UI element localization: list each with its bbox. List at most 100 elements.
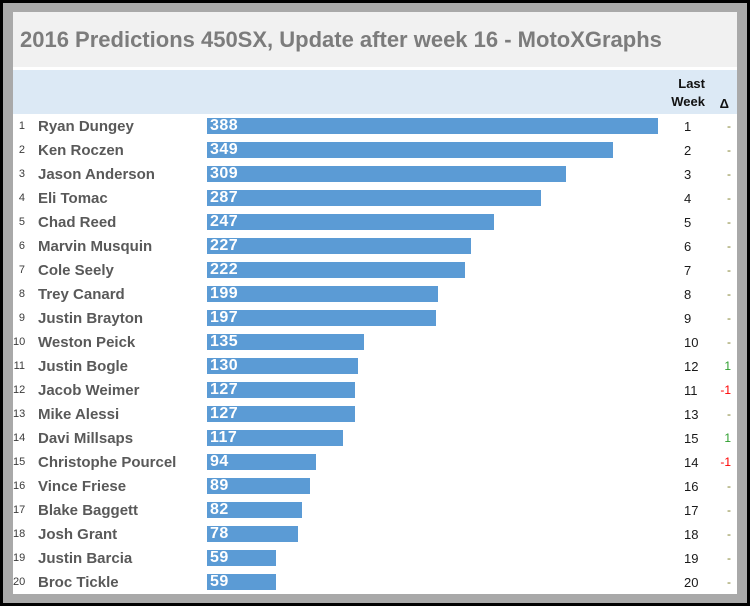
score-value: 127	[210, 381, 239, 398]
last-week-value: 13	[684, 406, 699, 422]
score-value: 222	[210, 261, 239, 278]
last-week-header-line2: Week	[671, 94, 705, 109]
last-week-value: 11	[684, 382, 698, 398]
score-bar[interactable]: 127	[207, 406, 355, 422]
last-week-value: 17	[684, 502, 699, 518]
delta-value: 1	[724, 431, 731, 445]
last-week-value: 8	[684, 286, 692, 302]
rank-label: 2	[18, 144, 25, 156]
chart-title: 2016 Predictions 450SX, Update after wee…	[20, 26, 662, 52]
chart-frame: 2016 Predictions 450SX, Update after wee…	[3, 3, 747, 603]
table-row: 2 Ken Roczen 349 2 -	[13, 138, 737, 162]
score-bar[interactable]: 247	[207, 214, 494, 230]
last-week-value: 6	[684, 238, 692, 254]
score-value: 78	[210, 525, 229, 542]
rank-label: 16	[13, 480, 26, 492]
score-value: 127	[210, 405, 239, 422]
score-value: 197	[210, 309, 239, 326]
table-row: 4 Eli Tomac 287 4 -	[13, 186, 737, 210]
delta-value: -	[727, 119, 731, 133]
last-week-value: 12	[684, 358, 699, 374]
delta-value: -1	[720, 455, 731, 469]
score-value: 130	[210, 357, 239, 374]
delta-value: -	[727, 167, 731, 181]
rider-rows-container: 1 Ryan Dungey 388 1 - 2 Ken Roczen 349 2…	[13, 114, 737, 594]
bar-track: 309	[207, 166, 659, 182]
score-bar[interactable]: 388	[207, 118, 658, 134]
bar-track: 222	[207, 262, 659, 278]
score-bar[interactable]: 309	[207, 166, 566, 182]
rank-label: 18	[13, 528, 26, 540]
table-row: 19 Justin Barcia 59 19 -	[13, 546, 737, 570]
rank-label: 7	[18, 264, 25, 276]
rank-label: 14	[13, 432, 26, 444]
rank-label: 19	[13, 552, 26, 564]
delta-value: -	[727, 503, 731, 517]
bar-track: 130	[207, 358, 659, 374]
score-bar[interactable]: 222	[207, 262, 465, 278]
delta-value: -	[727, 239, 731, 253]
score-bar[interactable]: 89	[207, 478, 310, 494]
score-value: 227	[210, 237, 239, 254]
last-week-value: 3	[684, 166, 692, 182]
score-bar[interactable]: 94	[207, 454, 316, 470]
score-bar[interactable]: 59	[207, 550, 276, 566]
bar-track: 127	[207, 382, 659, 398]
score-value: 349	[210, 141, 239, 158]
score-bar[interactable]: 135	[207, 334, 364, 350]
bar-track: 227	[207, 238, 659, 254]
delta-value: -1	[720, 383, 731, 397]
score-bar[interactable]: 127	[207, 382, 355, 398]
rider-name: Blake Baggett	[38, 501, 139, 519]
score-bar[interactable]: 197	[207, 310, 436, 326]
rank-label: 11	[13, 360, 25, 372]
last-week-value: 9	[684, 310, 692, 326]
score-value: 309	[210, 165, 239, 182]
table-row: 8 Trey Canard 199 8 -	[13, 282, 737, 306]
chart-area: 2016 Predictions 450SX, Update after wee…	[13, 12, 737, 594]
score-bar[interactable]: 59	[207, 574, 276, 590]
rank-label: 8	[18, 288, 25, 300]
rider-name: Justin Barcia	[38, 549, 133, 567]
rank-label: 5	[18, 216, 25, 228]
rank-label: 12	[13, 384, 26, 396]
delta-column-header: Δ	[719, 96, 729, 111]
rider-name: Vince Friese	[38, 477, 127, 495]
score-bar[interactable]: 82	[207, 502, 302, 518]
score-bar[interactable]: 117	[207, 430, 343, 446]
last-week-header-line1: Last	[678, 76, 705, 91]
score-bar[interactable]: 287	[207, 190, 541, 206]
rank-label: 15	[13, 456, 26, 468]
last-week-value: 20	[684, 574, 699, 590]
score-bar[interactable]: 78	[207, 526, 298, 542]
table-row: 7 Cole Seely 222 7 -	[13, 258, 737, 282]
table-row: 9 Justin Brayton 197 9 -	[13, 306, 737, 330]
bar-track: 135	[207, 334, 659, 350]
score-bar[interactable]: 199	[207, 286, 438, 302]
bar-track: 82	[207, 502, 659, 518]
rank-label: 10	[13, 336, 26, 348]
rider-name: Davi Millsaps	[38, 429, 134, 447]
delta-value: -	[727, 191, 731, 205]
score-bar[interactable]: 130	[207, 358, 358, 374]
last-week-column-header: Last Week	[659, 75, 705, 111]
delta-value: -	[727, 575, 731, 589]
last-week-value: 1	[684, 118, 692, 134]
rider-name: Justin Bogle	[38, 357, 129, 375]
delta-value: -	[727, 527, 731, 541]
table-row: 3 Jason Anderson 309 3 -	[13, 162, 737, 186]
rank-label: 6	[18, 240, 25, 252]
delta-value: -	[727, 215, 731, 229]
score-bar[interactable]: 349	[207, 142, 613, 158]
rank-label: 1	[18, 120, 25, 132]
bar-track: 287	[207, 190, 659, 206]
delta-value: -	[727, 407, 731, 421]
table-row: 16 Vince Friese 89 16 -	[13, 474, 737, 498]
table-row: 6 Marvin Musquin 227 6 -	[13, 234, 737, 258]
bar-track: 89	[207, 478, 659, 494]
last-week-value: 18	[684, 526, 699, 542]
score-bar[interactable]: 227	[207, 238, 471, 254]
rider-name: Mike Alessi	[38, 405, 120, 423]
bar-track: 59	[207, 550, 659, 566]
bar-track: 247	[207, 214, 659, 230]
